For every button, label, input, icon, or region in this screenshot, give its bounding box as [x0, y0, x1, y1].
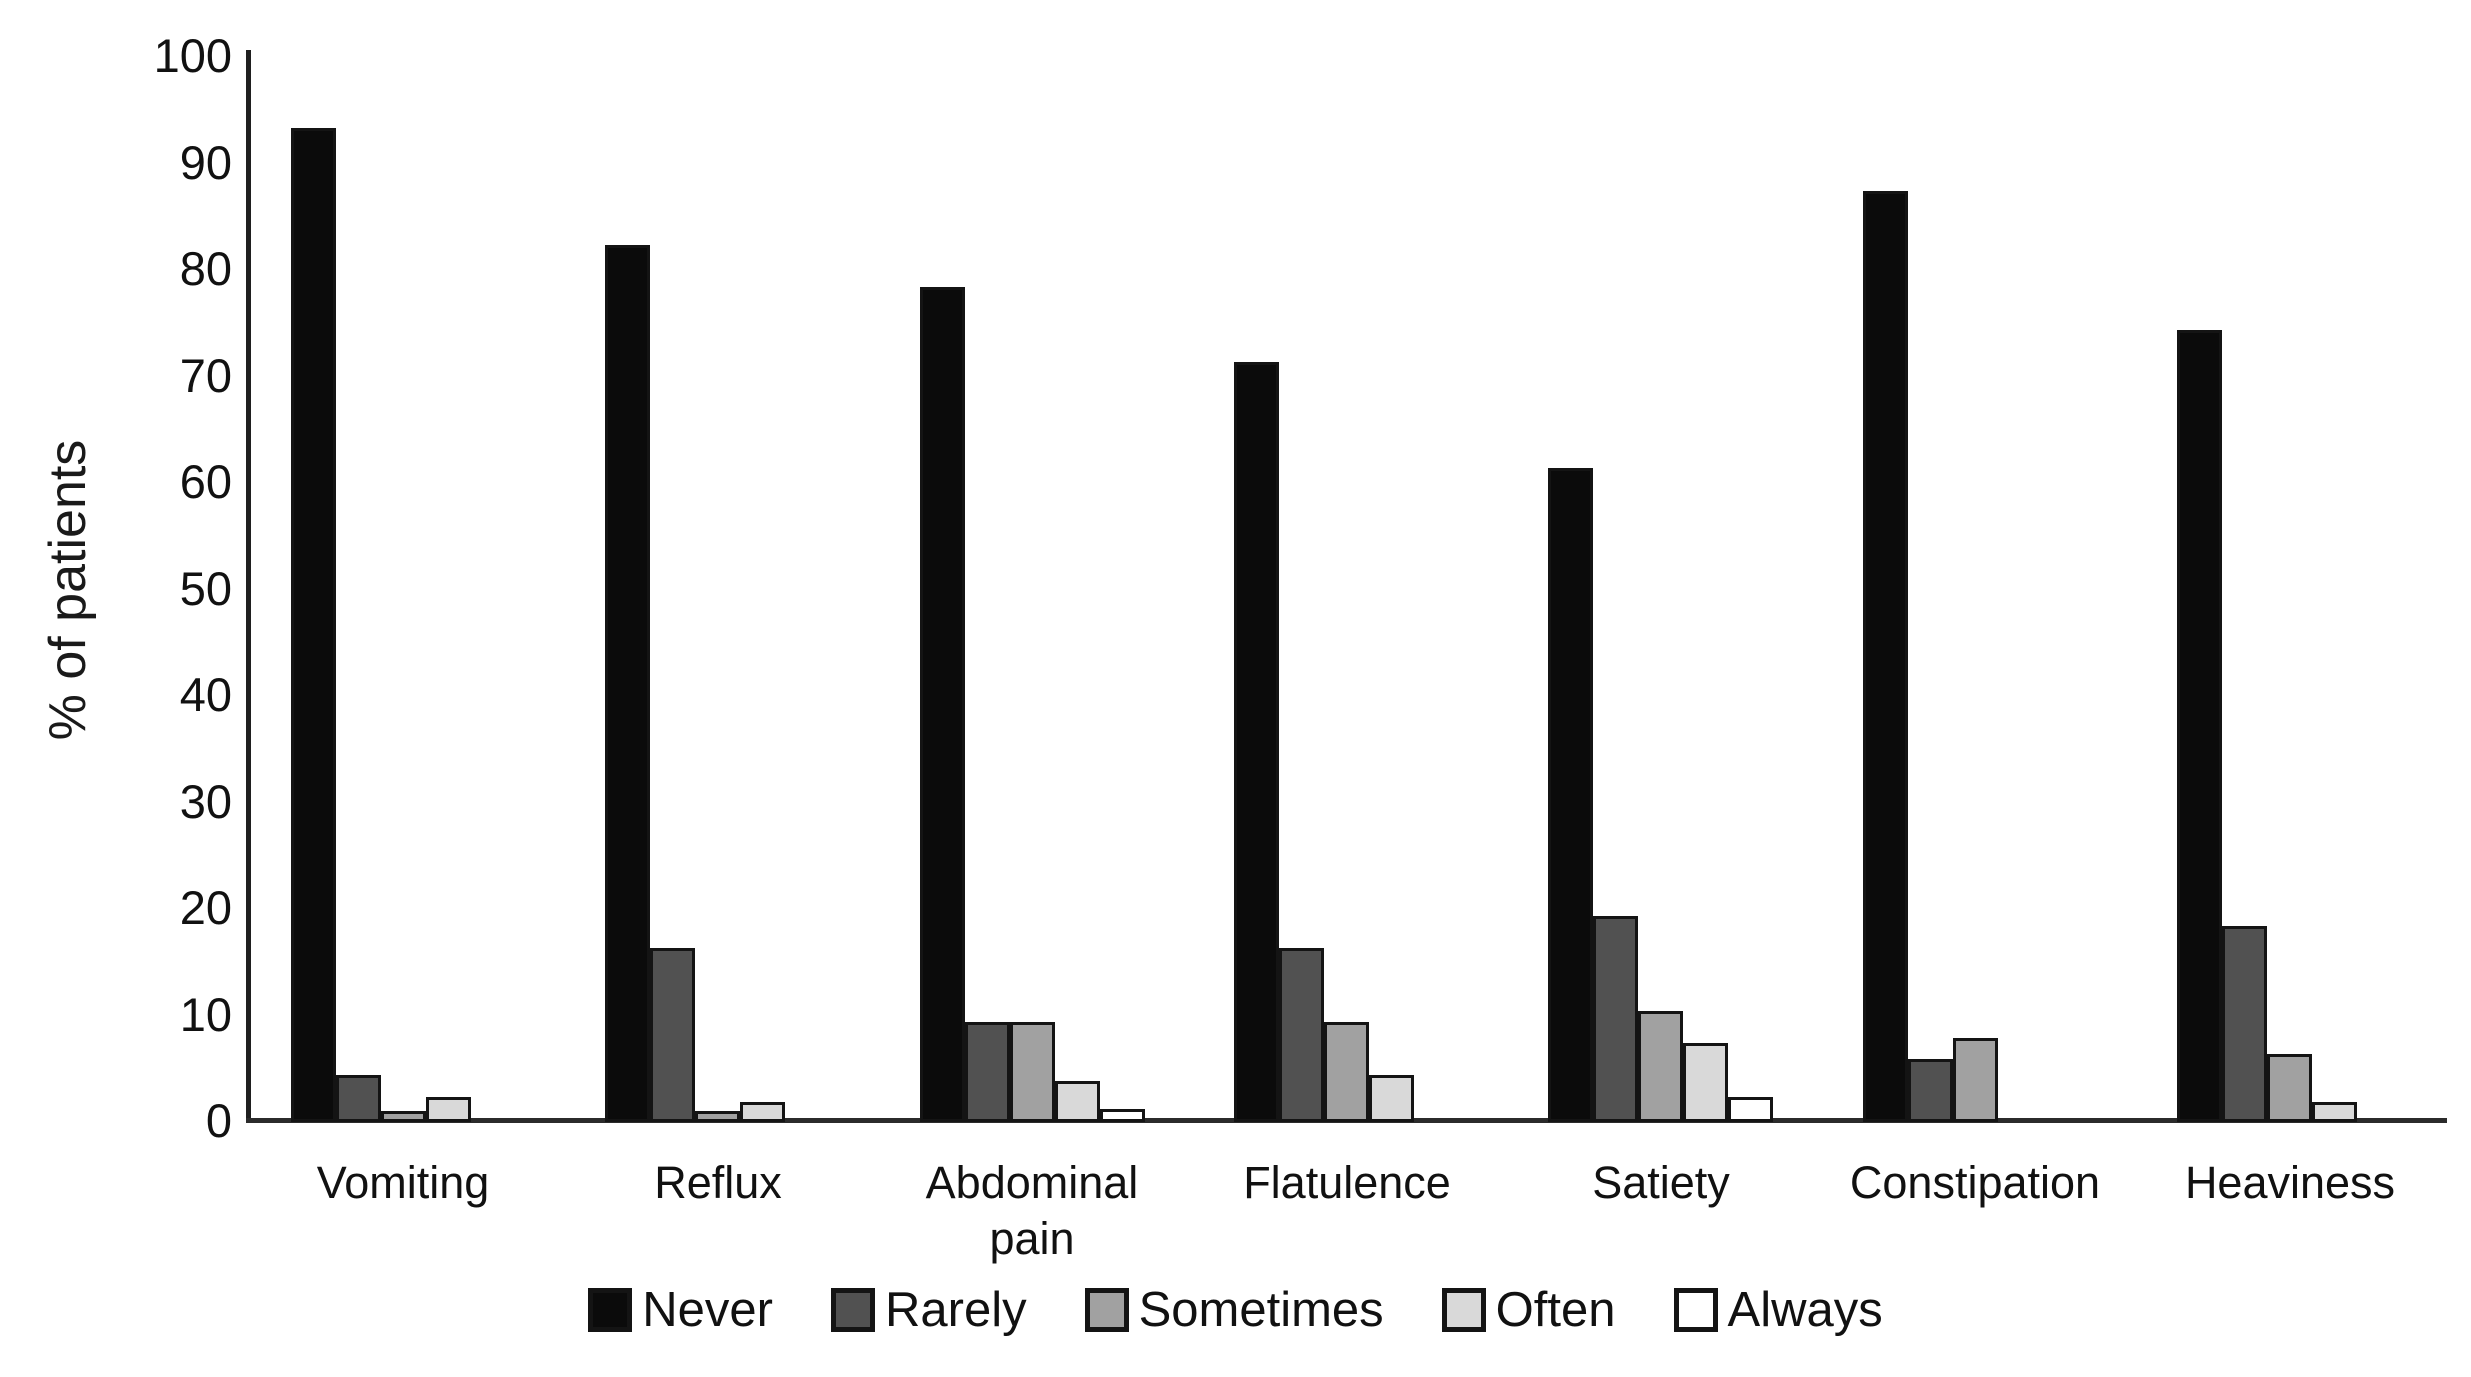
legend-item-often: Often: [1441, 1282, 1616, 1338]
legend-label: Always: [1727, 1283, 1883, 1337]
y-tick-label: 10: [179, 988, 232, 1041]
legend-swatch-sometimes: [1084, 1288, 1129, 1332]
y-tick-label: 80: [179, 242, 232, 295]
legend-swatch-never: [588, 1288, 633, 1332]
bar-flatulence-rarely: [1279, 948, 1324, 1122]
y-tick-label: 30: [179, 775, 232, 828]
y-tick-label: 100: [153, 29, 232, 82]
bar-satiety-never: [1548, 468, 1593, 1122]
category-label-abdominal-pain: Abdominal pain: [925, 1157, 1139, 1264]
legend-item-rarely: Rarely: [830, 1282, 1027, 1338]
legend-item-sometimes: Sometimes: [1084, 1282, 1384, 1338]
bar-constipation-rarely: [1908, 1059, 1953, 1122]
y-tick-label: 70: [179, 349, 232, 402]
y-axis-line: [246, 50, 251, 1123]
legend-label: Rarely: [884, 1283, 1027, 1337]
bar-reflux-never: [605, 245, 650, 1122]
legend-swatch-rarely: [830, 1288, 875, 1332]
category-label-vomiting: Vomiting: [316, 1157, 490, 1208]
y-tick-label: 50: [179, 562, 232, 615]
legend-label: Often: [1495, 1283, 1616, 1337]
category-label-satiety: Satiety: [1592, 1157, 1730, 1208]
bar-heaviness-often: [2312, 1102, 2357, 1122]
bar-abdominal-pain-always: [1100, 1109, 1145, 1122]
bar-vomiting-never: [291, 128, 336, 1122]
bar-abdominal-pain-never: [920, 287, 965, 1122]
category-label-constipation: Constipation: [1849, 1157, 2101, 1208]
y-tick-label: 20: [179, 881, 232, 934]
legend-swatch-always: [1673, 1288, 1718, 1332]
legend-item-never: Never: [588, 1282, 773, 1338]
legend-label: Never: [642, 1283, 773, 1337]
bar-vomiting-rarely: [336, 1075, 381, 1122]
bar-satiety-always: [1728, 1097, 1773, 1122]
bar-heaviness-rarely: [2222, 926, 2267, 1122]
bar-reflux-often: [740, 1102, 785, 1122]
bar-vomiting-sometimes: [381, 1111, 426, 1122]
legend-swatch-often: [1441, 1288, 1486, 1332]
bar-abdominal-pain-often: [1055, 1081, 1100, 1122]
bar-flatulence-often: [1369, 1075, 1414, 1122]
category-label-reflux: Reflux: [654, 1157, 782, 1208]
bar-constipation-never: [1863, 191, 1908, 1122]
bar-heaviness-sometimes: [2267, 1054, 2312, 1122]
bar-abdominal-pain-rarely: [965, 1022, 1010, 1122]
bar-flatulence-sometimes: [1324, 1022, 1369, 1122]
bar-constipation-sometimes: [1953, 1038, 1998, 1122]
y-tick-label: 40: [179, 668, 232, 721]
bar-vomiting-often: [426, 1097, 471, 1122]
y-tick-label: 90: [179, 136, 232, 189]
bar-flatulence-never: [1234, 362, 1279, 1122]
legend-item-always: Always: [1673, 1282, 1883, 1338]
legend: Never Rarely Sometimes Often Always: [0, 1282, 2471, 1338]
category-label-flatulence: Flatulence: [1243, 1157, 1451, 1208]
bar-reflux-rarely: [650, 948, 695, 1122]
bar-abdominal-pain-sometimes: [1010, 1022, 1055, 1122]
bar-satiety-sometimes: [1638, 1011, 1683, 1122]
bar-reflux-sometimes: [695, 1111, 740, 1122]
y-tick-label: 60: [179, 455, 232, 508]
bar-satiety-often: [1683, 1043, 1728, 1122]
y-tick-label: 0: [205, 1094, 232, 1147]
bar-heaviness-never: [2177, 330, 2222, 1122]
bar-satiety-rarely: [1593, 916, 1638, 1122]
category-label-heaviness: Heaviness: [2184, 1157, 2396, 1208]
legend-label: Sometimes: [1138, 1283, 1384, 1337]
